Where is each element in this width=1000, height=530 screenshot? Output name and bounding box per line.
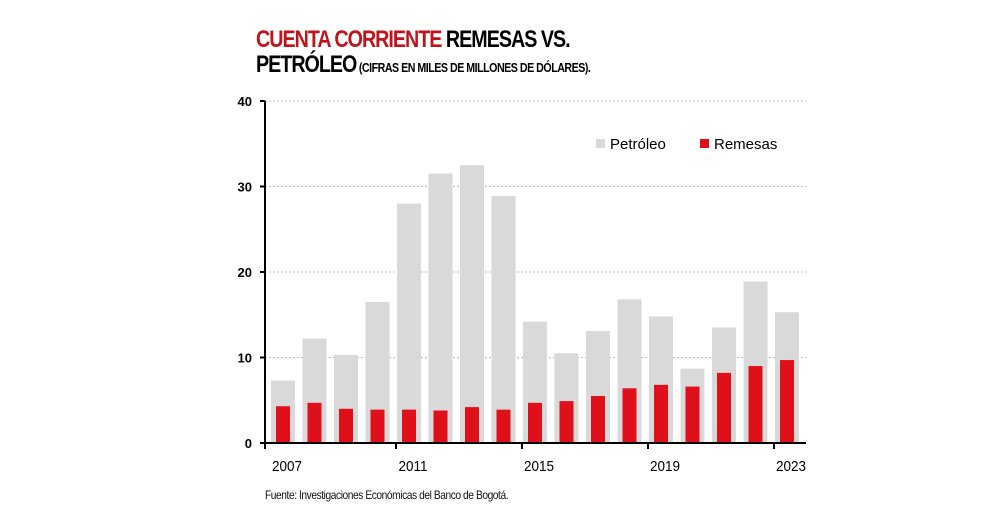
title-units: (CIFRAS EN MILES DE MILLONES DE DÓLARES)… — [356, 60, 591, 75]
bar-remesas — [622, 388, 637, 443]
bar-remesas — [685, 386, 700, 443]
bar-remesas — [528, 402, 542, 443]
bar-remesas — [433, 410, 448, 443]
bar-petroleo — [428, 173, 453, 444]
bar-remesas — [339, 408, 353, 443]
legend-swatch-petroleo — [596, 139, 605, 148]
bar-petroleo — [460, 165, 484, 443]
bar-petroleo — [397, 203, 421, 443]
y-tick-label: 0 — [245, 436, 252, 451]
x-tick-label: 2023 — [776, 458, 806, 475]
bar-remesas — [748, 366, 763, 443]
chart-title-line2: PETRÓLEO (CIFRAS EN MILES DE MILLONES DE… — [256, 51, 591, 79]
chart-title-line1: CUENTA CORRIENTE REMESAS VS. — [256, 26, 571, 54]
bar-remesas — [276, 406, 290, 443]
bar-remesas — [654, 384, 668, 443]
bar-petroleo — [491, 195, 516, 443]
source-note: Fuente: Investigaciones Económicas del B… — [265, 488, 509, 502]
x-tick-label: 2011 — [398, 458, 427, 475]
title-highlight: CUENTA CORRIENTE — [256, 26, 442, 53]
y-tick-label: 40 — [238, 94, 252, 109]
y-tick-label: 30 — [238, 180, 252, 195]
bar-remesas — [717, 372, 731, 443]
bar-remesas — [402, 409, 416, 443]
legend-label: Petróleo — [610, 136, 666, 153]
bar-remesas — [370, 409, 385, 443]
bar-remesas — [591, 395, 605, 443]
x-tick-label: 2007 — [272, 458, 302, 475]
bar-remesas — [307, 402, 322, 443]
title-text: REMESAS VS. — [441, 26, 571, 53]
legend-swatch-remesas — [700, 139, 709, 148]
bar-remesas — [780, 360, 794, 443]
title-text-2: PETRÓLEO — [256, 51, 357, 78]
y-tick-label: 20 — [238, 265, 252, 280]
x-tick-label: 2015 — [524, 458, 554, 475]
y-tick-label: 10 — [238, 351, 252, 366]
bar-remesas — [465, 407, 479, 443]
bar-remesas — [496, 409, 511, 443]
x-tick-label: 2019 — [650, 458, 680, 475]
bar-remesas — [559, 401, 574, 443]
legend-label: Remesas — [714, 136, 777, 153]
